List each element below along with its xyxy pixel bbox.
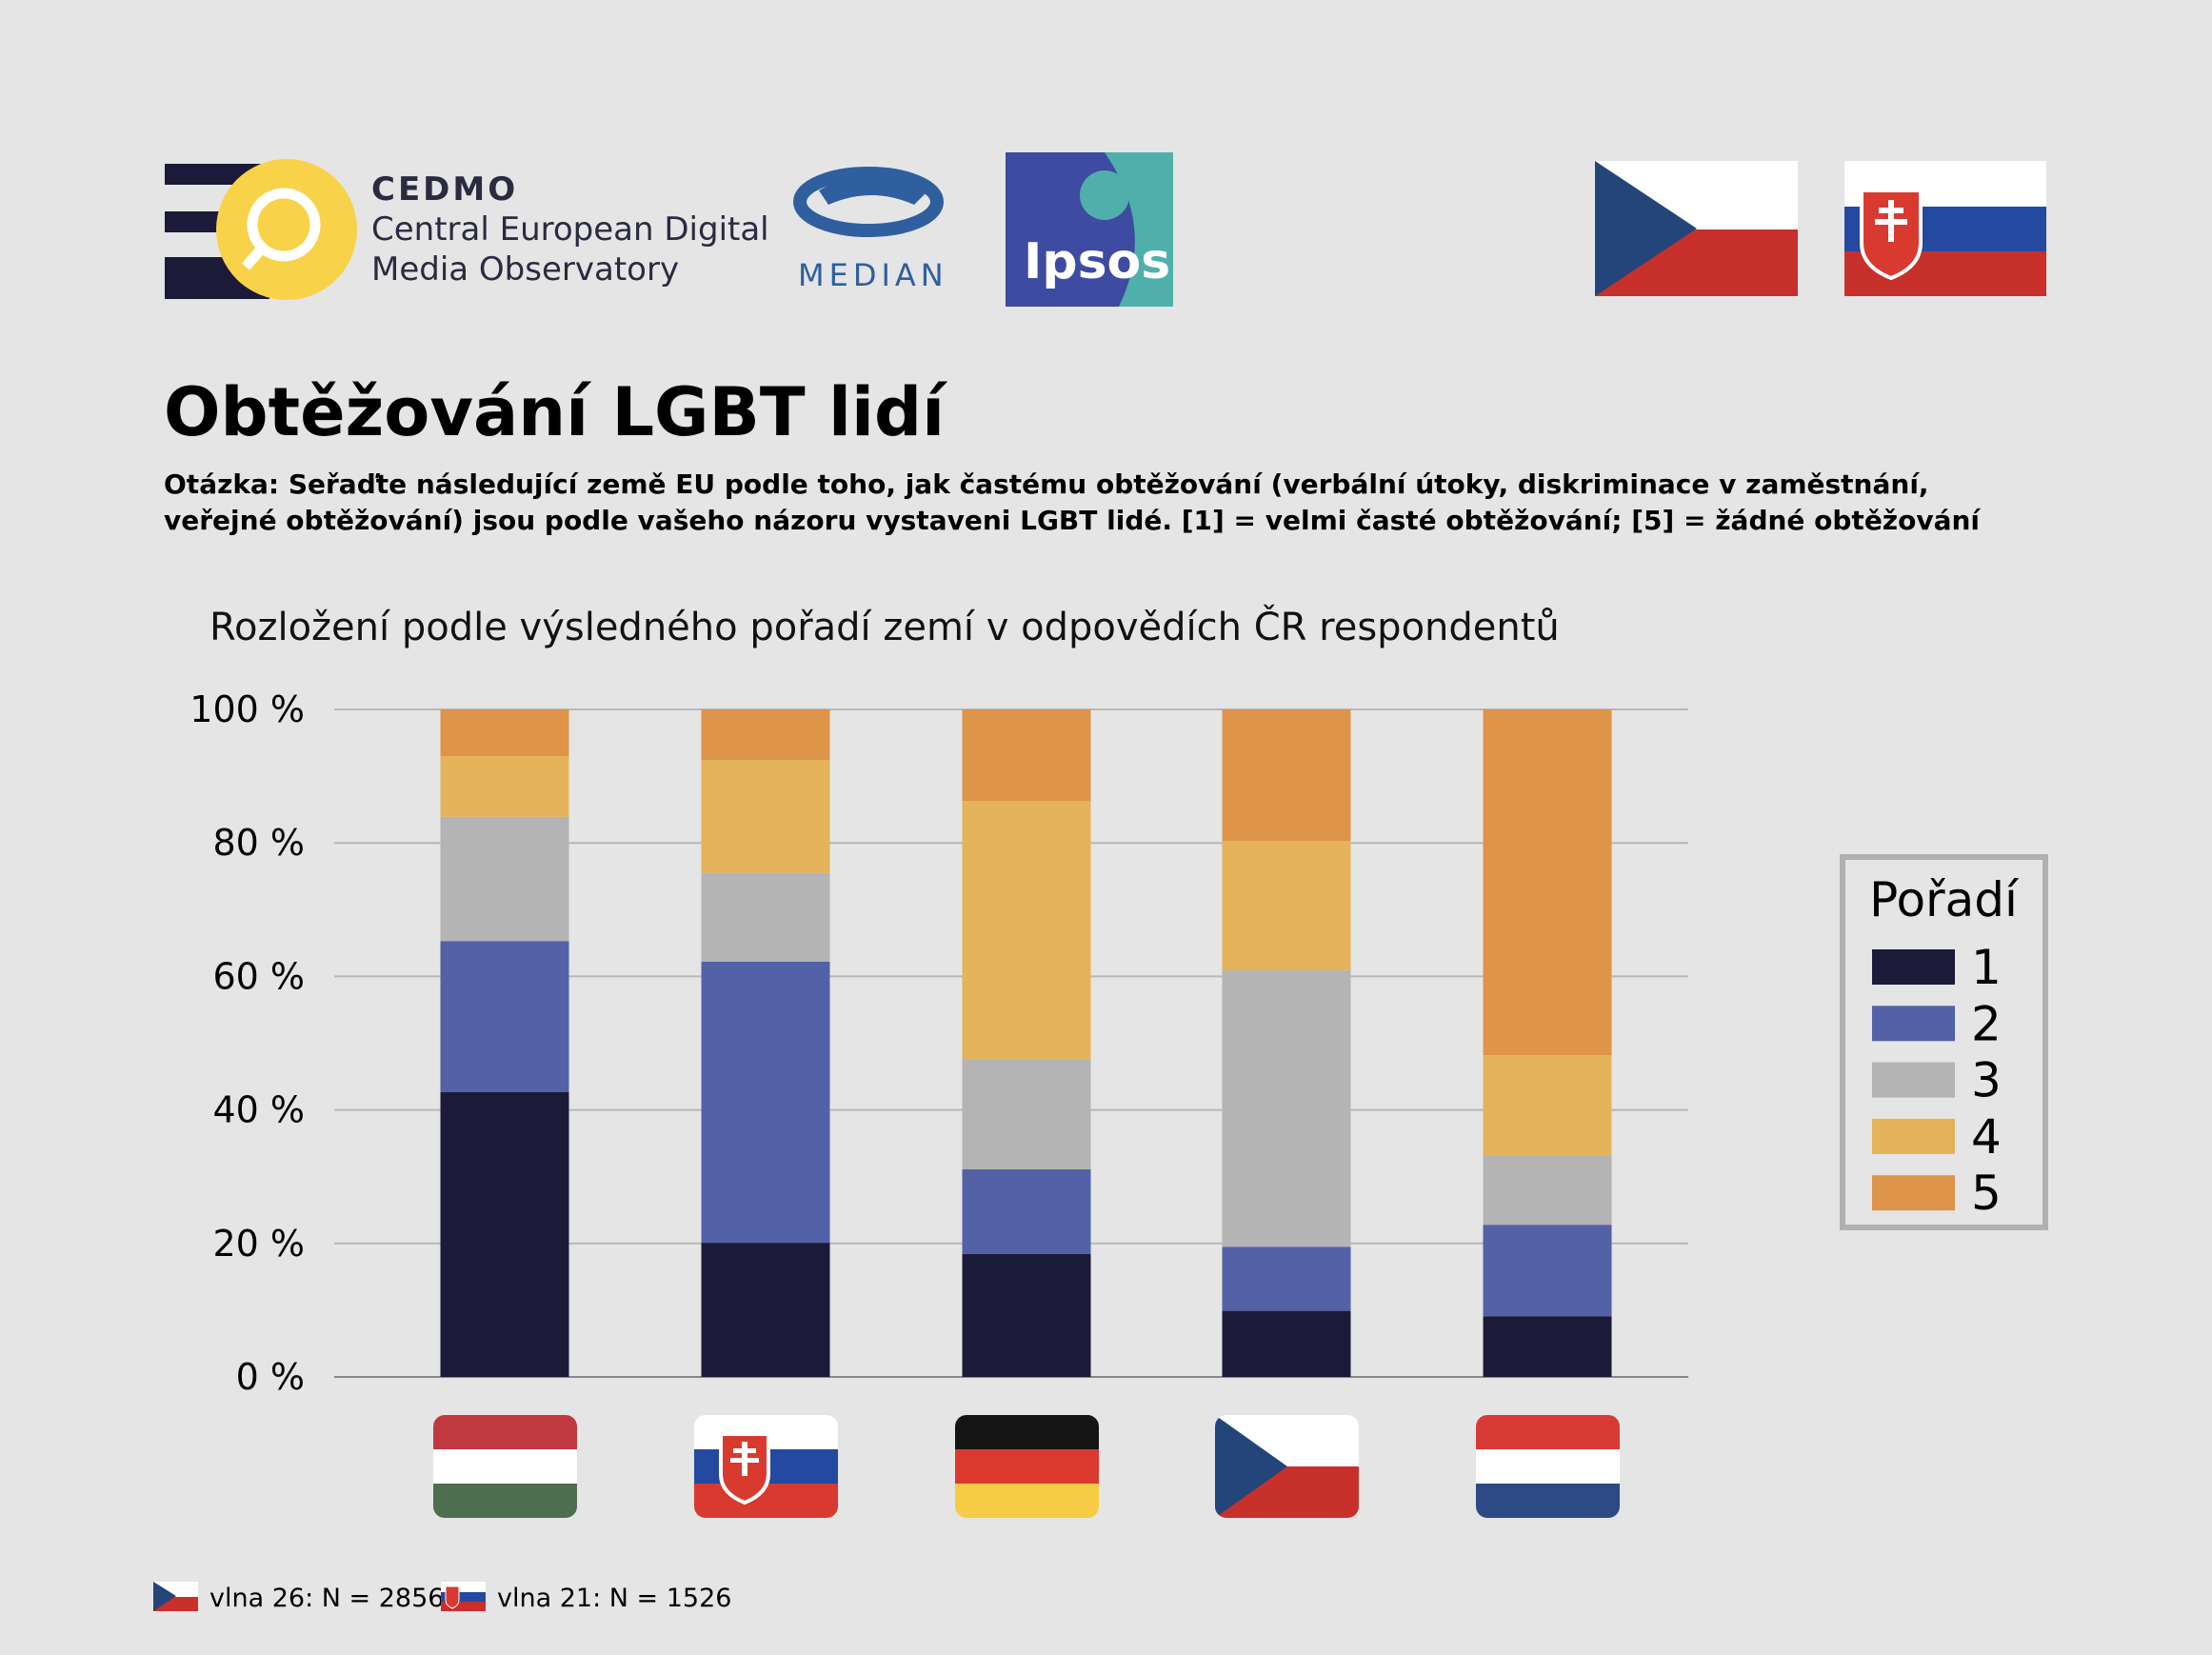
- cedmo-line1: Central European Digital: [371, 210, 769, 249]
- bar-segment-německo-rank-5: [962, 709, 1091, 802]
- bar-segment-nizozemsko-rank-2: [1483, 1225, 1612, 1317]
- bar-segment-maďarsko-rank-5: [440, 709, 569, 757]
- y-tick-label: 0 %: [236, 1356, 305, 1398]
- flag-netherlands: [1476, 1415, 1620, 1518]
- bar-segment-maďarsko-rank-3: [440, 816, 569, 942]
- bar-segment-německo-rank-2: [962, 1168, 1091, 1255]
- y-axis-ticks: 0 % 20 % 40 % 60 % 80 % 100 %: [189, 688, 305, 1398]
- flag-czechia-header: [1595, 161, 1798, 296]
- legend-swatch-3: [1872, 1062, 1955, 1098]
- cedmo-name: CEDMO: [371, 170, 518, 209]
- chart-title: Rozložení podle výsledného pořadí zemí v…: [209, 604, 1560, 649]
- y-tick-label: 100 %: [189, 688, 305, 730]
- bar-segment-slovensko-rank-3: [701, 872, 830, 962]
- footer-sk-sample: vlna 21: N = 1526: [497, 1584, 731, 1613]
- footer-sample-info: vlna 26: N = 2856 vlna 21: N = 1526: [153, 1582, 731, 1613]
- bar-segment-slovensko-rank-5: [701, 709, 830, 761]
- bar-segment-nizozemsko-rank-3: [1483, 1155, 1612, 1226]
- median-logo: MEDIAN: [793, 167, 948, 293]
- footer-cz-sample: vlna 26: N = 2856: [209, 1584, 444, 1613]
- bar-segment-německo-rank-1: [962, 1254, 1091, 1377]
- median-text: MEDIAN: [798, 257, 948, 293]
- bar-segment-maďarsko-rank-4: [440, 756, 569, 817]
- legend-label: 5: [1971, 1166, 2002, 1221]
- legend-title: Pořadí: [1869, 872, 2020, 927]
- bar-segment-maďarsko-rank-2: [440, 941, 569, 1092]
- bar-segment-česko-rank-5: [1222, 709, 1351, 842]
- bar-segment-slovensko-rank-4: [701, 760, 830, 873]
- bar-segment-česko-rank-1: [1222, 1310, 1351, 1377]
- question-line-2: veřejné obtěžování) jsou podle vašeho ná…: [164, 505, 1981, 536]
- ipsos-logo: Ipsos: [1006, 152, 1173, 307]
- legend-swatch-4: [1872, 1118, 1955, 1154]
- flag-slovakia-small: [441, 1582, 486, 1611]
- bar-segment-slovensko-rank-1: [701, 1243, 830, 1377]
- legend-label: 4: [1971, 1109, 2002, 1165]
- flag-germany: [955, 1415, 1099, 1518]
- bar-segment-německo-rank-4: [962, 801, 1091, 1060]
- flag-czechia-small: [153, 1582, 198, 1611]
- flag-slovakia: [694, 1415, 838, 1518]
- page-title: Obtěžování LGBT lidí: [164, 373, 948, 451]
- ipsos-text: Ipsos: [1024, 233, 1170, 290]
- legend-swatch-1: [1872, 949, 1955, 985]
- bar-segment-česko-rank-4: [1222, 841, 1351, 971]
- flag-slovakia-header: [1844, 161, 2046, 296]
- legend-swatch-5: [1872, 1175, 1955, 1211]
- flag-czechia: [1215, 1415, 1359, 1518]
- bar-segment-česko-rank-3: [1222, 970, 1351, 1247]
- y-tick-label: 40 %: [212, 1089, 305, 1131]
- y-tick-label: 60 %: [212, 955, 305, 997]
- bar-segment-maďarsko-rank-1: [440, 1091, 569, 1377]
- chart-bars: [440, 709, 1612, 1377]
- cedmo-logo: CEDMO Central European Digital Media Obs…: [165, 159, 769, 300]
- bar-segment-nizozemsko-rank-5: [1483, 709, 1612, 1056]
- bar-segment-česko-rank-2: [1222, 1246, 1351, 1311]
- flag-hungary: [433, 1415, 577, 1518]
- cedmo-line2: Media Observatory: [371, 250, 679, 289]
- bar-segment-nizozemsko-rank-1: [1483, 1316, 1612, 1377]
- y-tick-label: 20 %: [212, 1223, 305, 1265]
- legend-label: 2: [1971, 996, 2002, 1051]
- legend-label: 3: [1971, 1053, 2002, 1108]
- y-tick-label: 80 %: [212, 822, 305, 864]
- legend-swatch-2: [1872, 1006, 1955, 1042]
- question-line-1: Otázka: Seřaďte následující země EU podl…: [164, 469, 1929, 500]
- bar-segment-nizozemsko-rank-4: [1483, 1055, 1612, 1156]
- bar-segment-německo-rank-3: [962, 1059, 1091, 1169]
- bar-segment-slovensko-rank-2: [701, 961, 830, 1244]
- legend-label: 1: [1971, 940, 2002, 995]
